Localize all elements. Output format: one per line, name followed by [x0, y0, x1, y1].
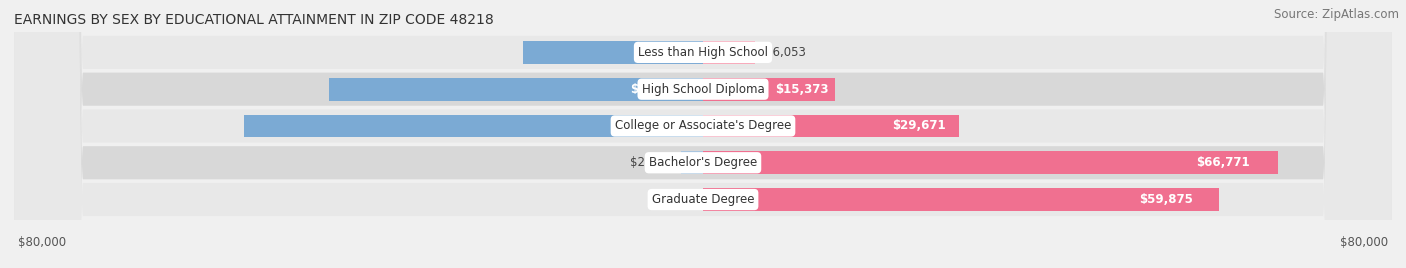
- Text: $2,499: $2,499: [630, 156, 671, 169]
- Text: $43,385: $43,385: [630, 83, 685, 96]
- Text: Bachelor's Degree: Bachelor's Degree: [650, 156, 756, 169]
- Bar: [329, 78, 703, 100]
- Text: $80,000: $80,000: [18, 236, 66, 249]
- Text: High School Diploma: High School Diploma: [641, 83, 765, 96]
- Text: $66,771: $66,771: [1195, 156, 1250, 169]
- FancyBboxPatch shape: [14, 0, 1392, 268]
- FancyBboxPatch shape: [14, 0, 1392, 268]
- Text: EARNINGS BY SEX BY EDUCATIONAL ATTAINMENT IN ZIP CODE 48218: EARNINGS BY SEX BY EDUCATIONAL ATTAINMEN…: [14, 13, 494, 27]
- Bar: [245, 114, 703, 137]
- FancyBboxPatch shape: [14, 0, 1392, 268]
- Bar: [703, 188, 1219, 211]
- Text: Graduate Degree: Graduate Degree: [652, 193, 754, 206]
- Text: $53,278: $53,278: [627, 120, 681, 132]
- Text: $15,373: $15,373: [775, 83, 828, 96]
- Text: Source: ZipAtlas.com: Source: ZipAtlas.com: [1274, 8, 1399, 21]
- Text: $0: $0: [678, 193, 693, 206]
- Bar: [703, 151, 1278, 174]
- Text: $29,671: $29,671: [893, 120, 946, 132]
- FancyBboxPatch shape: [14, 0, 1392, 268]
- Bar: [682, 151, 703, 174]
- Text: $80,000: $80,000: [1340, 236, 1388, 249]
- Text: Less than High School: Less than High School: [638, 46, 768, 59]
- Text: $20,950: $20,950: [640, 46, 695, 59]
- Text: $6,053: $6,053: [765, 46, 806, 59]
- Bar: [703, 41, 755, 64]
- Text: $59,875: $59,875: [1139, 193, 1192, 206]
- Bar: [703, 78, 835, 100]
- Bar: [703, 114, 959, 137]
- Bar: [523, 41, 703, 64]
- Text: College or Associate's Degree: College or Associate's Degree: [614, 120, 792, 132]
- FancyBboxPatch shape: [14, 0, 1392, 268]
